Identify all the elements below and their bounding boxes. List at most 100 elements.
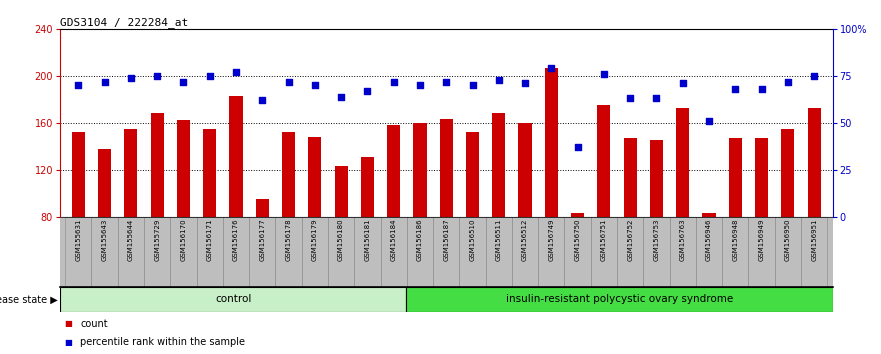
Bar bbox=[492, 113, 506, 310]
Point bbox=[360, 88, 374, 94]
Bar bbox=[781, 129, 795, 310]
Bar bbox=[229, 96, 242, 310]
Point bbox=[124, 75, 138, 81]
Point bbox=[334, 94, 348, 99]
Text: GSM156946: GSM156946 bbox=[706, 219, 712, 261]
Text: ■: ■ bbox=[64, 319, 72, 328]
Bar bbox=[381, 217, 407, 287]
Text: GSM156177: GSM156177 bbox=[259, 219, 265, 261]
Bar bbox=[407, 217, 433, 287]
Point bbox=[729, 86, 743, 92]
Bar bbox=[571, 213, 584, 310]
Bar bbox=[335, 166, 348, 310]
Text: GSM156180: GSM156180 bbox=[338, 219, 344, 261]
Point bbox=[307, 82, 322, 88]
Text: GSM156763: GSM156763 bbox=[680, 219, 685, 261]
Bar bbox=[485, 217, 512, 287]
Text: GSM156749: GSM156749 bbox=[548, 219, 554, 261]
Point bbox=[282, 79, 296, 84]
Text: control: control bbox=[215, 295, 251, 304]
Bar bbox=[650, 141, 663, 310]
Bar bbox=[433, 217, 459, 287]
Bar bbox=[177, 120, 190, 310]
Point bbox=[492, 77, 506, 82]
Text: GSM156170: GSM156170 bbox=[181, 219, 187, 261]
Bar bbox=[118, 217, 144, 287]
Text: GSM155644: GSM155644 bbox=[128, 219, 134, 261]
Point bbox=[439, 79, 453, 84]
Bar bbox=[98, 149, 111, 310]
Bar bbox=[308, 137, 322, 310]
Text: GSM156171: GSM156171 bbox=[207, 219, 212, 261]
Bar bbox=[170, 217, 196, 287]
Bar bbox=[223, 217, 249, 287]
Bar bbox=[749, 217, 774, 287]
Bar bbox=[459, 217, 485, 287]
Bar bbox=[144, 217, 170, 287]
Bar bbox=[92, 217, 118, 287]
Point bbox=[676, 81, 690, 86]
Text: percentile rank within the sample: percentile rank within the sample bbox=[80, 337, 245, 347]
Text: GSM156751: GSM156751 bbox=[601, 219, 607, 261]
Point bbox=[596, 71, 611, 77]
Bar bbox=[65, 217, 92, 287]
Bar bbox=[151, 113, 164, 310]
Point bbox=[203, 73, 217, 79]
Text: GSM156950: GSM156950 bbox=[785, 219, 791, 261]
Bar bbox=[722, 217, 749, 287]
Bar bbox=[624, 138, 637, 310]
Bar bbox=[406, 287, 833, 312]
Text: GSM156178: GSM156178 bbox=[285, 219, 292, 261]
Text: GDS3104 / 222284_at: GDS3104 / 222284_at bbox=[60, 17, 189, 28]
Bar bbox=[808, 108, 821, 310]
Text: GSM155729: GSM155729 bbox=[154, 219, 160, 261]
Text: disease state ▶: disease state ▶ bbox=[0, 295, 57, 304]
Point bbox=[413, 82, 427, 88]
Point bbox=[150, 73, 164, 79]
Text: GSM156948: GSM156948 bbox=[732, 219, 738, 261]
Bar bbox=[124, 129, 137, 310]
Point bbox=[387, 79, 401, 84]
Bar bbox=[670, 217, 696, 287]
Point bbox=[623, 96, 637, 101]
Bar bbox=[755, 138, 768, 310]
Text: GSM156510: GSM156510 bbox=[470, 219, 476, 261]
Bar bbox=[282, 132, 295, 310]
Bar bbox=[255, 199, 269, 310]
Point bbox=[518, 81, 532, 86]
Point bbox=[754, 86, 768, 92]
Text: GSM156187: GSM156187 bbox=[443, 219, 449, 261]
Point bbox=[702, 118, 716, 124]
Text: GSM155643: GSM155643 bbox=[101, 219, 107, 261]
Bar bbox=[677, 108, 689, 310]
Text: GSM156184: GSM156184 bbox=[390, 219, 396, 261]
Point bbox=[544, 65, 559, 71]
Bar bbox=[328, 217, 354, 287]
Point bbox=[807, 73, 821, 79]
Bar bbox=[519, 123, 531, 310]
Text: GSM156511: GSM156511 bbox=[496, 219, 502, 261]
Text: GSM156753: GSM156753 bbox=[654, 219, 660, 261]
Text: GSM156949: GSM156949 bbox=[759, 219, 765, 261]
Bar bbox=[538, 217, 565, 287]
Bar bbox=[276, 217, 301, 287]
Text: GSM156179: GSM156179 bbox=[312, 219, 318, 261]
Point bbox=[176, 79, 190, 84]
Text: ■: ■ bbox=[64, 338, 72, 347]
Text: GSM156176: GSM156176 bbox=[233, 219, 239, 261]
Bar bbox=[413, 123, 426, 310]
Bar bbox=[466, 132, 479, 310]
Point bbox=[781, 79, 795, 84]
Text: GSM155631: GSM155631 bbox=[75, 219, 81, 261]
Point bbox=[98, 79, 112, 84]
Bar bbox=[71, 132, 85, 310]
Bar bbox=[301, 217, 328, 287]
Text: GSM156750: GSM156750 bbox=[574, 219, 581, 261]
Bar bbox=[60, 287, 406, 312]
Bar bbox=[696, 217, 722, 287]
Bar bbox=[565, 217, 591, 287]
Bar bbox=[597, 105, 611, 310]
Bar bbox=[354, 217, 381, 287]
Bar bbox=[204, 129, 216, 310]
Text: GSM156181: GSM156181 bbox=[365, 219, 370, 261]
